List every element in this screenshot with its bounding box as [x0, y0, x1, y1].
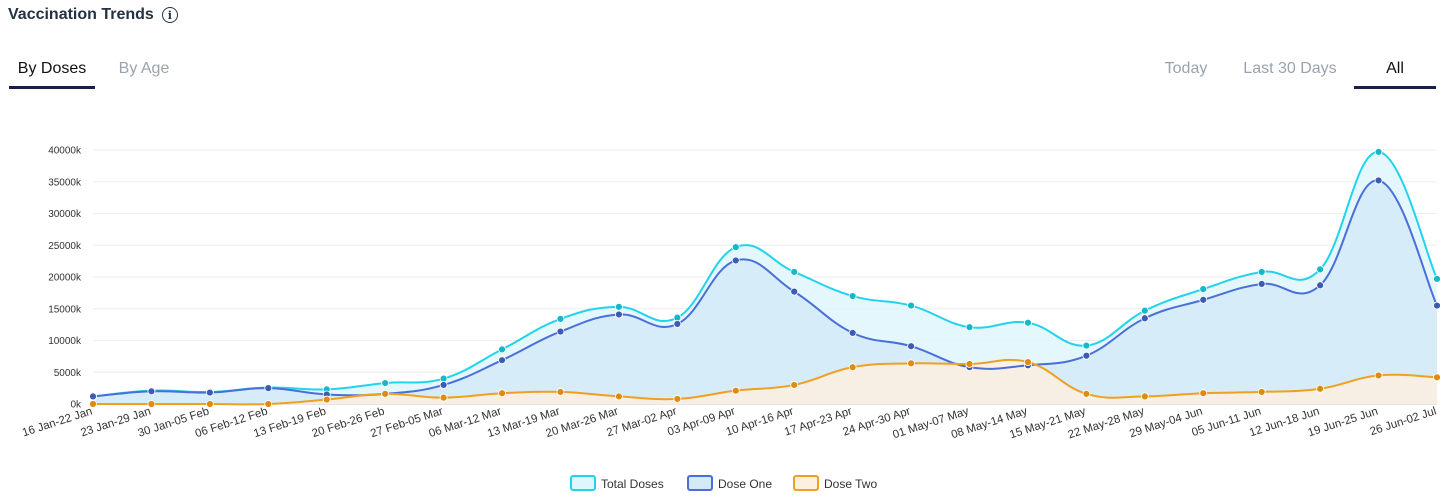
- dose-one-legend-label[interactable]: Dose One: [718, 477, 772, 491]
- dose-two-legend-label[interactable]: Dose Two: [824, 477, 877, 491]
- tab-by-doses[interactable]: By Doses: [9, 60, 95, 89]
- dose-two-point[interactable]: [205, 400, 214, 408]
- dose-one-point[interactable]: [1257, 280, 1266, 288]
- dose-one-point[interactable]: [790, 287, 799, 296]
- dose-two-point[interactable]: [790, 381, 799, 389]
- dose-two-point[interactable]: [498, 389, 506, 398]
- dose-one-point[interactable]: [731, 256, 740, 265]
- dose-two-point[interactable]: [1433, 373, 1441, 382]
- dose-one-point[interactable]: [498, 356, 506, 365]
- total-doses-point[interactable]: [1316, 265, 1325, 274]
- dose-two-point[interactable]: [147, 400, 156, 408]
- point-layer: [89, 148, 1441, 408]
- dose-two-point[interactable]: [615, 392, 623, 401]
- total-doses-point[interactable]: [1433, 275, 1441, 283]
- dose-one-legend-swatch[interactable]: [687, 475, 713, 491]
- dose-two-point[interactable]: [322, 395, 331, 404]
- dose-one-point[interactable]: [907, 342, 915, 351]
- dose-one-point[interactable]: [1199, 295, 1208, 304]
- total-doses-point[interactable]: [1024, 318, 1032, 327]
- legend: Total Doses Dose One Dose Two: [570, 475, 877, 491]
- total-doses-point[interactable]: [1257, 268, 1266, 276]
- total-doses-point[interactable]: [1199, 285, 1208, 293]
- y-tick-label: 25000k: [48, 241, 82, 252]
- dose-one-point[interactable]: [1082, 351, 1091, 360]
- dose-two-point[interactable]: [1374, 371, 1383, 380]
- total-doses-point[interactable]: [556, 315, 565, 323]
- dose-one-point[interactable]: [615, 310, 623, 319]
- total-doses-point[interactable]: [848, 292, 857, 300]
- dose-two-point[interactable]: [1257, 388, 1266, 396]
- tab-by-age[interactable]: By Age: [118, 60, 170, 77]
- tab-all[interactable]: All: [1354, 60, 1436, 89]
- dose-one-point[interactable]: [147, 387, 156, 396]
- dose-two-area: [93, 359, 1437, 405]
- total-doses-point[interactable]: [498, 345, 506, 354]
- total-doses-point[interactable]: [1082, 341, 1091, 350]
- dose-two-line: [92, 358, 1438, 406]
- dose-one-point[interactable]: [1316, 281, 1325, 290]
- dose-one-point[interactable]: [205, 388, 214, 397]
- dose-one-point[interactable]: [1433, 301, 1441, 310]
- y-tick-label: 40000k: [48, 146, 82, 157]
- dose-two-point[interactable]: [264, 400, 273, 408]
- y-tick-label: 35000k: [48, 177, 82, 188]
- total-doses-point[interactable]: [381, 379, 390, 387]
- dose-two-point[interactable]: [731, 386, 740, 395]
- dose-two-point[interactable]: [673, 395, 682, 403]
- total-doses-point[interactable]: [615, 302, 623, 311]
- dose-two-point[interactable]: [907, 359, 915, 368]
- tab-last-30-days[interactable]: Last 30 Days: [1243, 60, 1337, 77]
- total-doses-point[interactable]: [907, 301, 915, 310]
- y-tick-label: 0k: [70, 400, 82, 411]
- area-layer: [93, 151, 1437, 405]
- total-doses-point[interactable]: [731, 243, 740, 252]
- dose-two-point[interactable]: [965, 360, 974, 368]
- dose-two-point[interactable]: [89, 400, 97, 408]
- y-tick-label: 5000k: [54, 368, 82, 379]
- page-title: Vaccination Trends: [8, 6, 154, 23]
- y-tick-label: 20000k: [48, 273, 82, 284]
- total-doses-point[interactable]: [1140, 306, 1149, 315]
- total-doses-point[interactable]: [965, 323, 974, 332]
- total-doses-legend-swatch[interactable]: [570, 475, 596, 491]
- total-doses-legend-label[interactable]: Total Doses: [601, 477, 664, 491]
- dose-one-point[interactable]: [439, 381, 448, 389]
- dose-two-point[interactable]: [1199, 389, 1208, 398]
- dose-one-point[interactable]: [264, 384, 273, 393]
- info-icon[interactable]: i: [161, 7, 178, 23]
- dose-one-point[interactable]: [89, 392, 97, 401]
- dose-two-point[interactable]: [439, 393, 448, 402]
- x-tick-label: 26 Jun-02 Jul: [1369, 405, 1438, 438]
- dose-two-point[interactable]: [1316, 384, 1325, 393]
- dose-two-point[interactable]: [1082, 389, 1091, 398]
- dose-two-point[interactable]: [381, 389, 390, 398]
- dose-two-point[interactable]: [1024, 358, 1032, 366]
- y-axis-ticks: 0k 5000k 10000k 15000k 20000k 25000k 30000k 350…: [48, 146, 82, 411]
- tab-today[interactable]: Today: [1164, 60, 1208, 77]
- total-doses-point[interactable]: [1374, 148, 1383, 156]
- y-tick-label: 15000k: [48, 304, 82, 315]
- y-tick-label: 30000k: [48, 209, 82, 220]
- dose-one-point[interactable]: [556, 327, 565, 336]
- dose-one-point[interactable]: [1374, 176, 1383, 185]
- dose-one-point[interactable]: [1140, 314, 1149, 323]
- y-tick-label: 10000k: [48, 336, 82, 347]
- dose-one-point[interactable]: [673, 320, 682, 328]
- dose-two-point[interactable]: [1140, 392, 1149, 401]
- title-row: Vaccination Trends i: [8, 6, 178, 24]
- dose-one-area: [93, 180, 1437, 404]
- dose-one-point[interactable]: [848, 328, 857, 337]
- dose-two-point[interactable]: [556, 388, 565, 396]
- dose-two-legend-swatch[interactable]: [793, 475, 819, 491]
- total-doses-point[interactable]: [790, 268, 799, 276]
- dose-two-point[interactable]: [848, 363, 857, 372]
